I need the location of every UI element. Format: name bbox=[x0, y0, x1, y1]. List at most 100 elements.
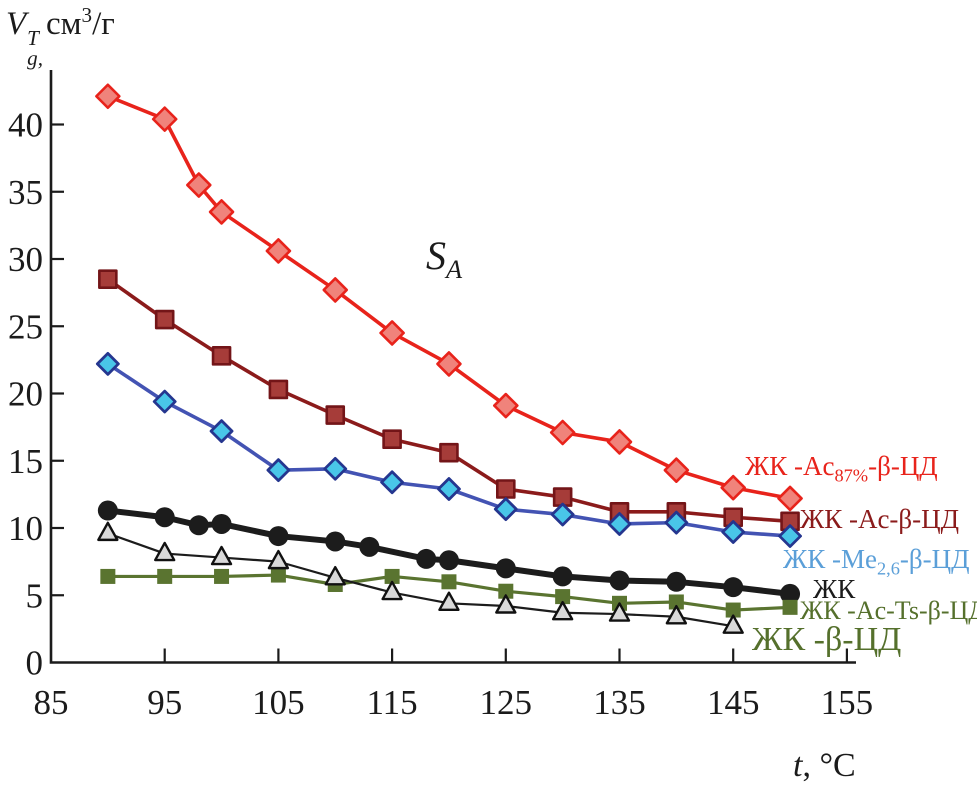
x-tick-label: 85 bbox=[34, 683, 69, 722]
series-label-zhk: ЖК bbox=[813, 574, 856, 604]
marker-ac-ts-b-cd bbox=[725, 602, 741, 618]
marker-ac-b-cd bbox=[98, 269, 118, 289]
marker-zhk bbox=[609, 570, 630, 591]
marker-b-cd bbox=[97, 521, 119, 542]
x-tick-label: 115 bbox=[366, 683, 417, 722]
marker-zhk bbox=[211, 513, 232, 534]
y-tick-label: 30 bbox=[8, 240, 43, 279]
marker-zhk bbox=[780, 583, 801, 604]
marker-b-cd bbox=[324, 565, 346, 586]
marker-b-cd bbox=[438, 591, 460, 612]
marker-ac87-b-cd bbox=[151, 106, 178, 132]
marker-ac-ts-b-cd bbox=[214, 568, 230, 584]
series-label-ac-b-cd: ЖК -Ac-β-ЦД bbox=[800, 504, 960, 534]
marker-b-cd bbox=[267, 549, 290, 570]
marker-zhk bbox=[188, 515, 209, 536]
marker-zhk bbox=[359, 536, 380, 557]
axis-lines bbox=[49, 70, 856, 664]
marker-zhk bbox=[495, 558, 516, 579]
marker-ac-b-cd bbox=[439, 442, 459, 463]
annotation-smectic-a: SA bbox=[426, 233, 463, 284]
marker-ac-ts-b-cd bbox=[782, 599, 798, 615]
marker-ac-b-cd bbox=[268, 379, 289, 400]
marker-ac87-b-cd bbox=[436, 351, 462, 377]
marker-ac87-b-cd bbox=[208, 199, 235, 225]
y-tick-label: 40 bbox=[8, 106, 43, 145]
marker-zhk bbox=[97, 500, 118, 521]
marker-me26-b-cd bbox=[209, 419, 234, 444]
marker-ac-ts-b-cd bbox=[441, 574, 457, 590]
marker-ac-b-cd bbox=[154, 309, 175, 330]
marker-me26-b-cd bbox=[778, 524, 802, 548]
marker-zhk bbox=[552, 566, 573, 587]
y-tick-label: 20 bbox=[8, 375, 43, 414]
series-label-b-cd: ЖК -β-ЦД bbox=[752, 621, 902, 658]
y-tick-label: 0 bbox=[26, 644, 44, 683]
marker-ac-ts-b-cd bbox=[498, 583, 514, 599]
x-tick-label: 125 bbox=[480, 683, 533, 722]
marker-ac87-b-cd bbox=[322, 277, 349, 303]
marker-me26-b-cd bbox=[607, 512, 632, 536]
y-tick-label: 15 bbox=[8, 442, 43, 481]
marker-b-cd bbox=[551, 600, 574, 621]
marker-b-cd bbox=[495, 594, 517, 614]
y-axis-unit-denominator: /г bbox=[92, 6, 115, 42]
x-tick-label: 105 bbox=[252, 683, 305, 722]
marker-b-cd bbox=[381, 580, 403, 601]
y-axis-symbol: V bbox=[6, 6, 27, 42]
x-tick-label: 135 bbox=[593, 683, 646, 722]
series-label-me26-b-cd: ЖК -Me2,6-β-ЦД bbox=[783, 544, 970, 579]
marker-ac87-b-cd bbox=[720, 474, 746, 501]
marker-ac-ts-b-cd bbox=[157, 568, 173, 584]
marker-ac-b-cd bbox=[382, 429, 402, 450]
marker-b-cd bbox=[665, 604, 688, 625]
y-tick-label: 10 bbox=[8, 509, 43, 548]
marker-me26-b-cd bbox=[493, 497, 518, 522]
marker-zhk bbox=[154, 507, 175, 528]
marker-ac-ts-b-cd bbox=[668, 594, 684, 610]
marker-ac87-b-cd bbox=[606, 429, 633, 455]
marker-b-cd bbox=[608, 602, 631, 622]
marker-me26-b-cd bbox=[266, 458, 291, 483]
marker-ac-b-cd bbox=[211, 346, 232, 366]
series-label-ac87-b-cd: ЖК -Ac87%-β-ЦД bbox=[745, 451, 938, 486]
series-line-ac87-b-cd bbox=[106, 94, 792, 501]
marker-ac87-b-cd bbox=[186, 172, 212, 198]
marker-ac87-b-cd bbox=[493, 392, 519, 419]
y-axis-unit-exponent: 3 bbox=[81, 3, 93, 27]
marker-b-cd bbox=[722, 614, 744, 634]
marker-me26-b-cd bbox=[95, 352, 120, 376]
series-label-ac-ts-b-cd: ЖК -Ac-Ts-β-ЦД bbox=[800, 596, 977, 625]
marker-ac87-b-cd bbox=[777, 485, 803, 512]
x-tick-label: 145 bbox=[707, 683, 760, 722]
marker-ac87-b-cd bbox=[95, 83, 121, 110]
marker-me26-b-cd bbox=[437, 477, 461, 501]
marker-zhk bbox=[666, 571, 687, 592]
marker-me26-b-cd bbox=[380, 470, 404, 495]
marker-ac87-b-cd bbox=[549, 419, 576, 446]
y-axis-unit: см bbox=[46, 6, 82, 42]
marker-ac-ts-b-cd bbox=[384, 568, 400, 584]
marker-zhk bbox=[325, 531, 346, 552]
marker-zhk bbox=[723, 577, 744, 598]
marker-b-cd bbox=[210, 545, 233, 566]
marker-ac87-b-cd bbox=[379, 320, 405, 346]
x-axis-title: t, °C bbox=[793, 747, 856, 784]
marker-me26-b-cd bbox=[152, 389, 177, 414]
x-tick-label: 95 bbox=[147, 683, 182, 722]
y-tick-label: 25 bbox=[8, 307, 43, 346]
marker-ac-ts-b-cd bbox=[100, 568, 116, 584]
series-line-b-cd bbox=[106, 532, 735, 628]
marker-ac-b-cd bbox=[325, 405, 346, 425]
marker-ac-ts-b-cd bbox=[270, 567, 286, 583]
marker-zhk bbox=[416, 548, 437, 569]
marker-zhk bbox=[438, 550, 459, 571]
y-tick-label: 35 bbox=[8, 173, 43, 212]
marker-zhk bbox=[268, 526, 289, 547]
marker-me26-b-cd bbox=[323, 456, 348, 481]
marker-b-cd bbox=[154, 541, 176, 562]
